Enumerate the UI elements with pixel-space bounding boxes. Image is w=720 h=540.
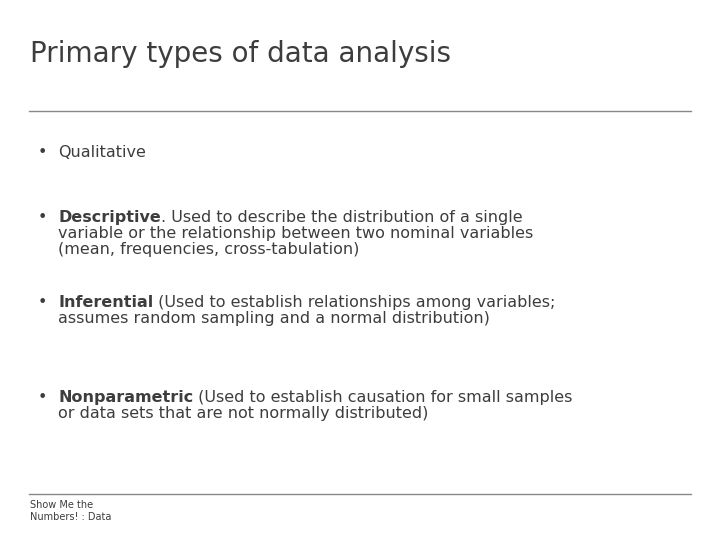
Text: or data sets that are not normally distributed): or data sets that are not normally distr… bbox=[58, 406, 428, 421]
Text: variable or the relationship between two nominal variables: variable or the relationship between two… bbox=[58, 226, 534, 241]
Text: (mean, frequencies, cross-tabulation): (mean, frequencies, cross-tabulation) bbox=[58, 242, 359, 257]
Text: . Used to describe the distribution of a single: . Used to describe the distribution of a… bbox=[161, 210, 523, 225]
Text: Inferential: Inferential bbox=[58, 295, 153, 310]
Text: Qualitative: Qualitative bbox=[58, 145, 146, 160]
Text: Nonparametric: Nonparametric bbox=[58, 390, 193, 405]
Text: Primary types of data analysis: Primary types of data analysis bbox=[30, 40, 451, 68]
Text: assumes random sampling and a normal distribution): assumes random sampling and a normal dis… bbox=[58, 311, 490, 326]
Text: Show Me the
Numbers! : Data: Show Me the Numbers! : Data bbox=[30, 500, 112, 522]
Text: •: • bbox=[38, 295, 48, 310]
Text: Descriptive: Descriptive bbox=[58, 210, 161, 225]
Text: (Used to establish relationships among variables;: (Used to establish relationships among v… bbox=[153, 295, 556, 310]
Text: •: • bbox=[38, 145, 48, 160]
Text: •: • bbox=[38, 210, 48, 225]
Text: (Used to establish causation for small samples: (Used to establish causation for small s… bbox=[193, 390, 572, 405]
Text: •: • bbox=[38, 390, 48, 405]
